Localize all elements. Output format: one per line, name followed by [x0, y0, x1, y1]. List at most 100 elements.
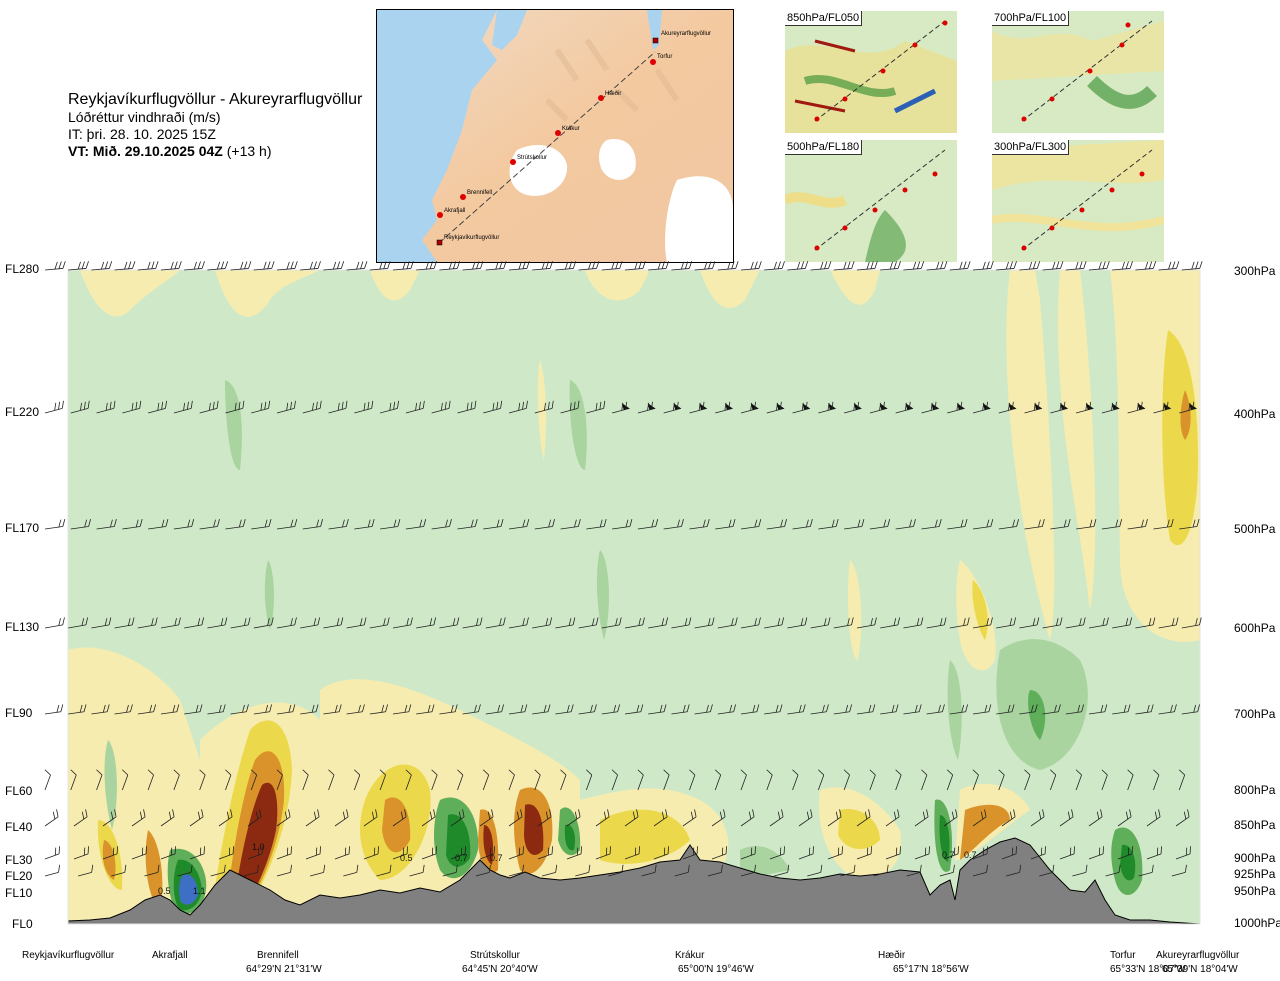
wind-barb: [68, 704, 87, 715]
wind-barb: [276, 864, 293, 877]
wind-barb: [578, 261, 600, 271]
wind-barb: [653, 846, 669, 860]
wind-barb: [379, 769, 386, 791]
wind-barb: [972, 809, 987, 827]
wind-barb: [508, 617, 529, 629]
valid-time: VT: Mið. 29.10.2025 04Z (+13 h): [68, 143, 378, 160]
wind-barb: [147, 769, 154, 791]
wind-barb: [740, 617, 761, 629]
wind-barb: [869, 519, 891, 530]
wind-barb: [856, 261, 878, 271]
wind-barb: [334, 846, 350, 860]
valid-time-main: VT: Mið. 29.10.2025 04Z: [68, 143, 223, 159]
wind-barb: [207, 261, 229, 271]
wind-barb: [689, 519, 710, 530]
wind-barb: [711, 809, 726, 827]
wind-barb: [972, 864, 989, 877]
station-name: Akureyrarflugvöllur: [1156, 950, 1240, 961]
wind-barb: [869, 401, 888, 414]
wind-barb: [189, 809, 204, 827]
station-name: Krákur: [675, 950, 705, 961]
pressure-label: 950hPa: [1234, 884, 1276, 898]
wind-barb: [769, 809, 784, 827]
wind-barb: [764, 617, 785, 629]
wind-barb: [637, 401, 656, 414]
wind-barb: [1158, 617, 1179, 629]
wind-barb: [343, 864, 359, 877]
wind-barb: [199, 400, 219, 414]
wind-barb: [73, 846, 89, 860]
wind-barb: [715, 401, 733, 414]
wind-barb: [1075, 769, 1082, 791]
wind-barb: [578, 704, 597, 715]
wind-barb: [1138, 864, 1154, 877]
wind-barb: [44, 261, 66, 271]
wind-barb: [1171, 864, 1187, 877]
wind-barb: [508, 809, 523, 827]
wind-barb: [1105, 864, 1121, 877]
wind-barb: [1127, 519, 1148, 530]
wind-barb: [122, 400, 142, 414]
wind-barb: [421, 809, 436, 827]
pressure-label: 900hPa: [1234, 851, 1276, 865]
wind-barb: [586, 519, 607, 530]
contour-label: 0.7: [964, 850, 977, 860]
wind-barb: [96, 769, 103, 791]
wind-barb: [611, 769, 618, 791]
pressure-label: 925hPa: [1234, 867, 1276, 881]
wind-barb: [921, 401, 939, 414]
wind-barb: [996, 617, 1017, 629]
wind-barb: [44, 519, 66, 530]
wind-barb: [1039, 864, 1055, 877]
wind-barb: [44, 704, 64, 715]
pressure-label: 300hPa: [1234, 264, 1276, 278]
wind-barb: [508, 769, 515, 791]
wind-barb: [353, 769, 361, 791]
mini-map-850hpa: 850hPa/FL050: [785, 11, 957, 133]
wind-barb: [1146, 846, 1162, 860]
wind-barb: [641, 864, 657, 877]
wind-barb: [608, 864, 624, 877]
wind-barb: [840, 864, 856, 877]
wind-barb: [1179, 519, 1200, 530]
wind-barb: [485, 704, 505, 715]
wind-barb: [766, 769, 773, 791]
wind-barb: [653, 809, 668, 827]
wind-barb: [300, 261, 321, 271]
wind-barb: [792, 519, 813, 530]
map-label-haedir: Hæðir: [605, 90, 621, 97]
wind-barb: [689, 769, 696, 791]
wind-barb: [534, 519, 555, 530]
wind-barb: [405, 400, 425, 414]
route-map: Akureyrarflugvöllur Torfur Hæðir Krákur …: [376, 9, 734, 263]
wind-barb: [1042, 617, 1063, 629]
wind-barb: [903, 617, 924, 629]
wind-barb: [807, 864, 823, 877]
wind-barb: [1101, 401, 1120, 414]
wind-barb: [663, 401, 682, 414]
wind-barb: [1001, 809, 1016, 827]
wind-barb: [1127, 769, 1134, 791]
wind-barb: [250, 769, 258, 791]
wind-barb: [792, 401, 811, 414]
wind-barb: [595, 809, 610, 827]
wind-barb: [102, 846, 118, 860]
wind-barb: [409, 864, 425, 877]
wind-barb: [996, 704, 1015, 715]
wind-barb: [1127, 401, 1146, 414]
issue-time: IT: þri. 28. 10. 2025 15Z: [68, 126, 216, 142]
wind-barb: [431, 519, 452, 530]
wind-barb: [1158, 261, 1180, 271]
wind-barb: [949, 704, 969, 715]
wind-barb: [648, 704, 667, 715]
wind-barb: [1042, 261, 1064, 271]
wind-barb: [1181, 704, 1201, 715]
wind-barb: [251, 519, 272, 530]
wind-barb: [199, 519, 220, 530]
wind-barb: [601, 704, 621, 715]
wind-barb: [833, 704, 853, 715]
fl-label: FL10: [5, 886, 33, 900]
wind-barb: [253, 617, 274, 629]
wind-barb: [601, 617, 622, 629]
glacier-langjokull: [509, 145, 568, 196]
